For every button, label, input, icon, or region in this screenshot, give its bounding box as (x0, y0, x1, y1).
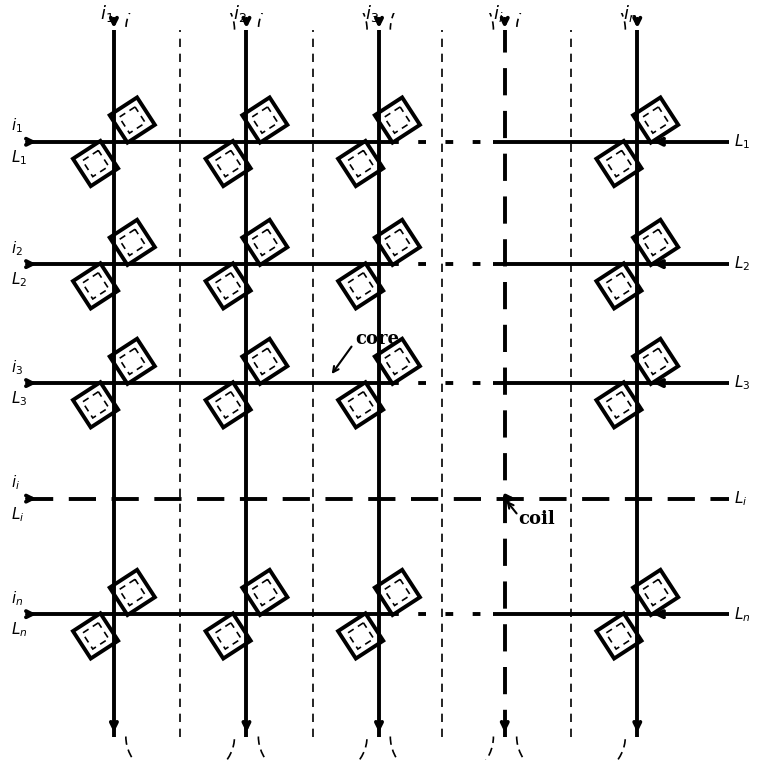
Text: $i_3$: $i_3$ (365, 3, 380, 24)
Text: $L_n$: $L_n$ (735, 605, 751, 623)
Text: $i_1$: $i_1$ (100, 3, 114, 24)
Text: $L_3$: $L_3$ (735, 374, 751, 393)
Text: core: core (355, 330, 399, 348)
Text: $i_3$: $i_3$ (11, 358, 23, 377)
Text: $L_i$: $L_i$ (11, 505, 24, 524)
Text: $i_n$: $i_n$ (623, 3, 638, 24)
Text: $L_2$: $L_2$ (11, 270, 27, 289)
Text: $L_2$: $L_2$ (735, 255, 751, 273)
Text: coil: coil (518, 510, 555, 528)
Text: $i_2$: $i_2$ (11, 239, 23, 258)
Text: $i_i$: $i_i$ (11, 473, 20, 492)
Text: $i_2$: $i_2$ (233, 3, 247, 24)
Text: $L_i$: $L_i$ (735, 489, 748, 508)
Text: $i_1$: $i_1$ (11, 116, 23, 135)
Text: $L_1$: $L_1$ (11, 148, 27, 167)
Text: $L_1$: $L_1$ (735, 132, 751, 151)
Text: $L_3$: $L_3$ (11, 390, 27, 408)
Text: $i_i$: $i_i$ (493, 3, 503, 24)
Text: $i_n$: $i_n$ (11, 589, 23, 608)
Text: $L_n$: $L_n$ (11, 620, 27, 639)
